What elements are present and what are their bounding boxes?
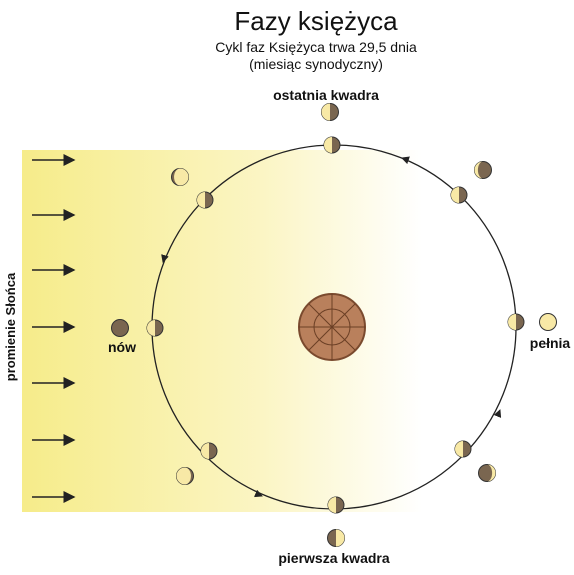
- orbit-moon: [147, 320, 163, 336]
- moon-phase: [172, 169, 189, 186]
- orbit-moon: [451, 187, 467, 203]
- label-sun: promienie Słońca: [3, 272, 18, 381]
- moon-phase: [177, 468, 194, 485]
- moon-phase: [322, 104, 339, 121]
- subtitle: Cykl faz Księżyca trwa 29,5 dnia: [215, 39, 417, 55]
- diagram: Fazy księżyca Cykl faz Księżyca trwa 29,…: [0, 0, 574, 570]
- moon-phase: [479, 465, 496, 482]
- label-left: nów: [108, 339, 136, 355]
- moon-phase: [328, 530, 345, 547]
- orbit-moon: [324, 137, 340, 153]
- orbit-moon: [201, 443, 217, 459]
- orbit-moon: [508, 314, 524, 330]
- orbit-moon: [328, 497, 344, 513]
- earth: [299, 294, 365, 360]
- label-right: pełnia: [530, 335, 571, 351]
- moon-phase: [475, 162, 492, 179]
- title: Fazy księżyca: [234, 6, 398, 36]
- orbit-moon: [197, 192, 213, 208]
- orbit-moon: [455, 441, 471, 457]
- moon-phase: [540, 314, 557, 331]
- subtitle: (miesiąc synodyczny): [249, 56, 383, 72]
- orbit-arrow: [498, 410, 500, 416]
- label-top: ostatnia kwadra: [273, 87, 379, 103]
- label-bottom: pierwsza kwadra: [278, 550, 389, 566]
- moon-phase: [112, 320, 129, 337]
